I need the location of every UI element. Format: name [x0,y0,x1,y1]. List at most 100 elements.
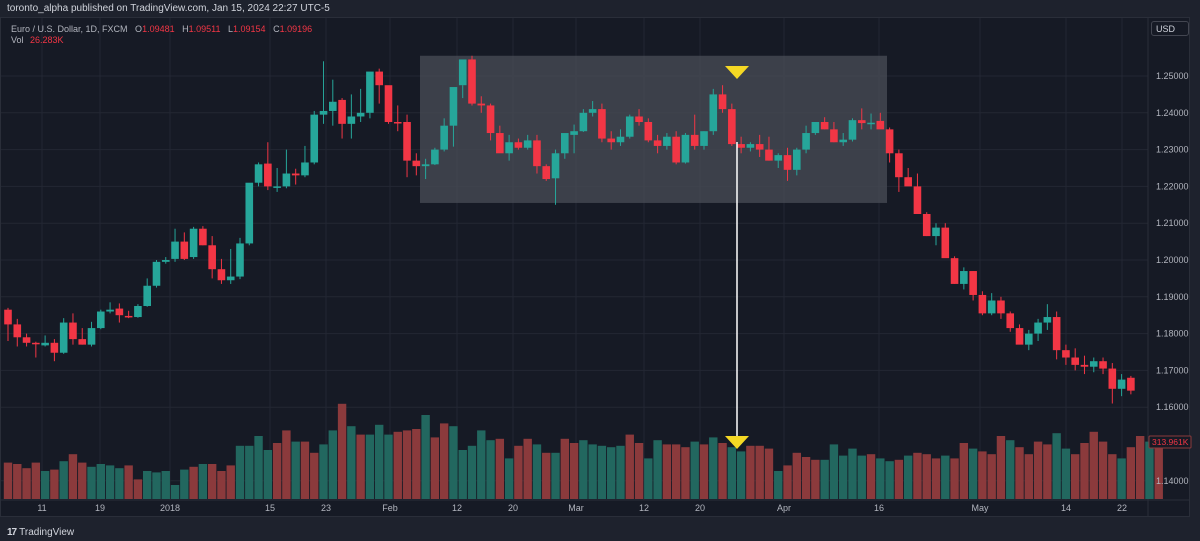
candle-body [50,342,59,353]
volume-bar [950,458,959,499]
candle-body [774,155,783,161]
volume-bar [894,459,904,499]
candle-body [161,260,170,262]
volume-bar [477,430,486,499]
candle-body [171,241,179,259]
candle-body [134,306,142,318]
time-tick-label: 15 [265,503,275,513]
volume-bar [495,438,505,499]
price-tick-label: 1.14000 [1156,476,1189,486]
volume-bar [365,434,375,499]
candle-body [22,337,31,343]
volume-bar [300,441,310,499]
volume-bar [1117,458,1126,499]
volume-bar [439,423,449,499]
candle-body [1080,364,1089,367]
candle-body [143,285,151,306]
time-tick-label: May [971,503,989,513]
volume-bar [226,465,235,499]
candle-body [607,138,615,143]
price-tick-label: 1.23000 [1156,145,1189,155]
volume-bar [337,403,347,499]
candle-body [124,315,133,318]
volume-bar [876,458,885,499]
candle-body [87,328,96,345]
time-tick-label: 16 [874,503,884,513]
candle-body [746,144,755,148]
candle-body [793,149,801,170]
volume-bar [579,440,588,499]
tradingview-logo-icon: 17 [7,527,17,538]
volume-bar [746,445,755,499]
volume-bar [198,464,208,499]
volume-bar [124,465,133,499]
volume-bar [356,434,365,499]
candle-body [264,163,272,187]
volume-bar [866,454,876,499]
candle-body [663,136,671,146]
volume-bar [671,444,681,499]
candle-body [78,339,87,345]
volume-marker-arrow-icon[interactable] [725,436,749,449]
volume-bar [588,444,597,499]
candle-body [700,131,708,146]
volume-bar [105,465,115,499]
candle-body [755,144,764,150]
volume-bar [1089,431,1098,499]
candle-body [867,122,875,125]
candle-body [449,87,458,126]
volume-bar [152,472,161,499]
high-label: H [182,24,189,34]
volume-bar [291,441,300,499]
currency-button[interactable]: USD [1151,21,1189,36]
candle-body [533,140,541,167]
candle-body [421,164,430,167]
range-highlight-box[interactable] [420,55,887,203]
candle-body [13,324,22,338]
time-tick-label: 12 [639,503,649,513]
symbol-title[interactable]: Euro / U.S. Dollar, 1D, FXCM [11,24,128,34]
candle-body [217,269,226,281]
candle-body [236,243,244,277]
candle-body [393,122,402,124]
candle-body [226,276,235,281]
top-marker-arrow-icon[interactable] [725,66,749,79]
volume-bar [504,458,514,499]
volume-bar [1006,440,1015,499]
volume-bar [22,468,31,499]
candle-body [579,112,588,132]
candle-body [106,309,114,312]
volume-label[interactable]: Vol [11,35,24,45]
candle-body [681,134,690,163]
volume-bar [727,447,737,499]
volume-bar [1052,433,1061,499]
candle-body [254,164,263,183]
candle-body [468,59,476,104]
candle-body [319,110,328,115]
volume-bar [384,434,393,499]
volume-bar [1108,454,1117,499]
ohlc-row: Euro / U.S. Dollar, 1D, FXCM O1.09481 H1… [11,24,312,35]
price-tick-label: 1.22000 [1156,181,1189,191]
time-tick-label: Feb [382,503,398,513]
tradingview-logo[interactable]: 17 TradingView [7,527,74,538]
volume-bar [690,441,699,499]
volume-bar [78,462,87,499]
candle-body [366,71,374,113]
volume-bar [718,443,727,499]
candle-body [505,142,513,154]
volume-bar [662,444,672,499]
candle-body [375,71,383,86]
price-tick-label: 1.21000 [1156,218,1189,228]
volume-bar [885,461,894,499]
volume-bar [913,452,922,499]
price-tick-label: 1.25000 [1156,71,1189,81]
candle-body [625,116,634,137]
candle-body [180,241,189,259]
candle-body [904,177,912,187]
volume-badge [1148,435,1192,449]
candle-body [282,173,291,187]
publisher-bar: toronto_alpha published on TradingView.c… [0,0,1200,17]
volume-bar [328,430,337,499]
